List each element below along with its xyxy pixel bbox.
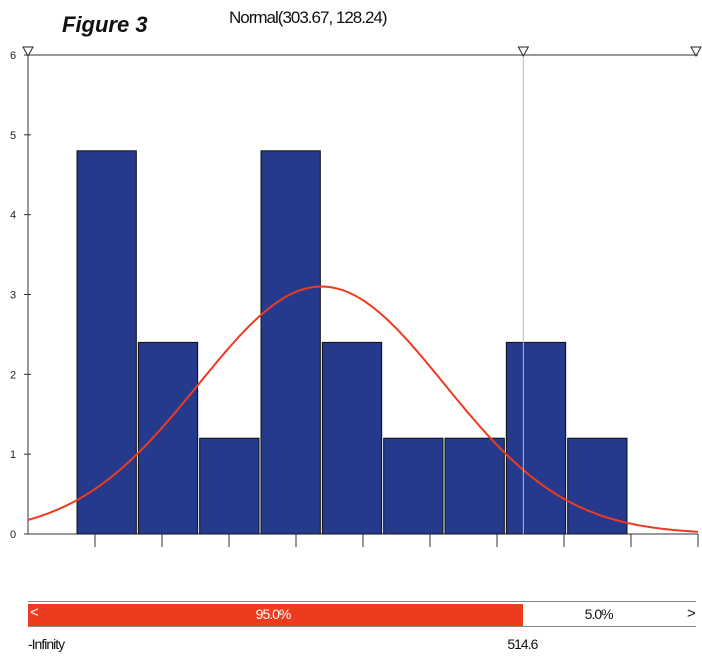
cutoff-marker-icon [517,46,530,58]
y-tick-label: 0 [10,529,16,541]
right-marker-icon [690,46,702,58]
upper-bound-label: 514.6 [507,636,538,652]
strip-left-region[interactable] [28,604,524,626]
strip-right-region[interactable] [523,604,696,626]
histogram-bar [260,150,321,535]
strip-bottom-line [28,626,696,627]
y-tick-label: 2 [10,369,16,381]
normal-curve [27,285,699,533]
histogram-bar [76,150,137,535]
histogram-chart: 0 1 2 3 4 5 6 [10,46,702,547]
histogram-bar [505,341,567,535]
histogram-bar [321,341,383,535]
histogram-bar [567,437,628,535]
chart-title: Normal(303.67, 128.24) [229,8,388,27]
histogram-bar [137,341,199,535]
lower-bound-label: -Infinity [28,636,65,652]
y-tick-label: 6 [10,50,16,62]
histogram-bar [383,437,444,535]
y-tick-label: 4 [10,210,16,222]
histogram-bar [444,437,505,535]
histogram-bar [199,437,260,535]
left-marker-icon [22,46,34,58]
right-probability-label: 5.0% [584,606,614,622]
figure-label: Figure 3 [62,12,148,37]
y-tick-label: 3 [10,290,16,302]
y-tick-label: 1 [10,449,16,461]
left-probability-label: 95.0% [255,606,292,622]
right-arrow-icon[interactable]: > [687,605,696,622]
left-arrow-icon[interactable]: < [30,604,39,621]
y-tick-label: 5 [10,130,16,142]
strip-top-line [28,601,696,602]
